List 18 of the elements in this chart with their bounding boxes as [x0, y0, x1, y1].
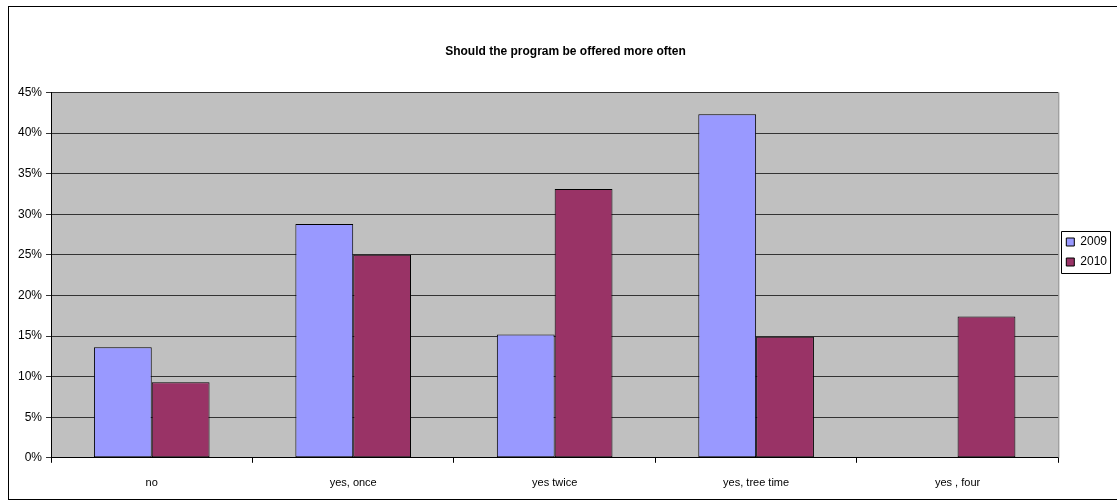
x-tick-label: no — [145, 476, 158, 489]
y-tick-label: 5% — [24, 409, 43, 424]
y-tick-label: 15% — [17, 328, 43, 343]
x-tick-label: yes , four — [934, 476, 981, 489]
y-tick-label: 40% — [17, 125, 43, 140]
legend-label: 2010 — [1080, 254, 1108, 269]
y-tick-label: 30% — [17, 206, 43, 221]
chart-title: Should the program be offered more often — [445, 43, 686, 58]
x-tick-label: yes twice — [532, 476, 578, 489]
y-tick-label: 25% — [17, 247, 43, 262]
x-tick-label: yes, tree time — [723, 476, 790, 489]
y-tick-label: 20% — [17, 287, 43, 302]
legend-label: 2009 — [1080, 234, 1108, 249]
y-tick-label: 10% — [17, 368, 43, 383]
y-tick-label: 0% — [24, 450, 43, 465]
x-tick-label: yes, once — [329, 476, 377, 489]
y-tick-label: 35% — [17, 165, 43, 180]
y-tick-label: 45% — [17, 84, 43, 99]
